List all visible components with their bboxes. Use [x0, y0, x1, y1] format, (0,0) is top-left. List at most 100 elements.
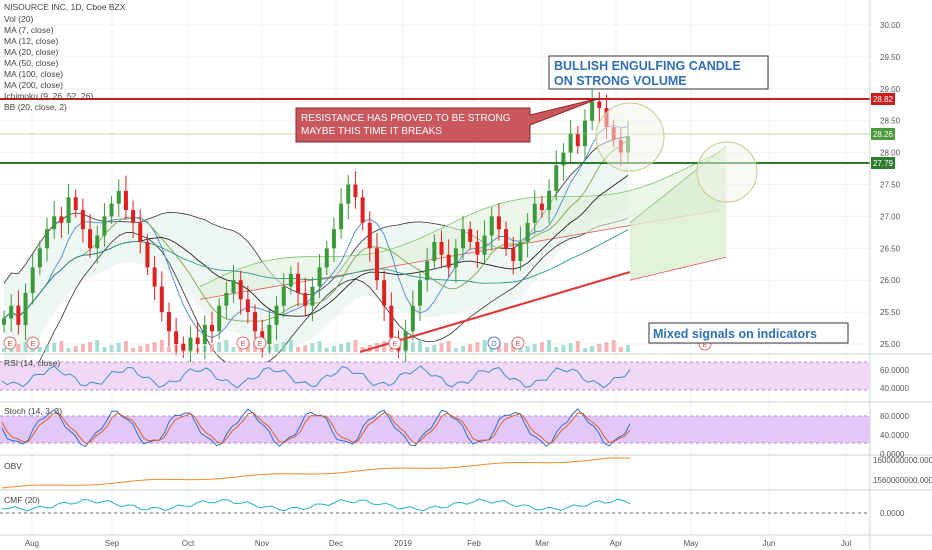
candle-body — [432, 241, 437, 262]
price-tick-label: 28.50 — [880, 117, 901, 126]
volume-bar — [281, 342, 286, 352]
candle-body — [511, 248, 516, 262]
legend-item: BB (20, close, 2) — [4, 102, 67, 112]
volume-bar — [152, 342, 157, 352]
candle-body — [181, 344, 186, 351]
rsi-pane: RSI (14, close) 60.0000 40.0000 — [0, 358, 909, 393]
candle-body — [88, 229, 93, 249]
resistance-callout-line: RESISTANCE HAS PROVED TO BE STRONG — [301, 113, 511, 124]
candle-body — [389, 305, 394, 338]
price-axis: 30.00 29.50 29.00 28.50 28.00 27.50 27.00 26.50… — [880, 21, 901, 349]
time-tick-label: Jun — [763, 539, 776, 548]
event-marker — [511, 336, 525, 350]
candle-body — [482, 235, 487, 255]
volume-bar — [604, 342, 609, 352]
candle-body — [374, 248, 379, 281]
candle-body — [37, 248, 42, 268]
candle-body — [245, 299, 250, 313]
moving-averages — [3, 124, 629, 339]
time-tick-label: Feb — [467, 539, 481, 548]
volume-bar — [518, 348, 523, 352]
candle-body — [267, 324, 272, 344]
price-tick-label: 25.50 — [880, 308, 901, 317]
candle-body — [59, 216, 64, 223]
obv-tick: 1560000000.0000 — [873, 476, 932, 485]
volume-bar — [489, 347, 494, 352]
candle-body — [238, 280, 243, 300]
volume-bar — [353, 340, 358, 352]
volume-bar — [539, 342, 544, 352]
resistance-callout-line: MAYBE THIS TIME IT BREAKS — [301, 126, 442, 137]
time-tick-label: Sep — [105, 539, 120, 548]
candle-body — [23, 292, 28, 325]
event-marker-label: D — [491, 339, 497, 348]
cmf-title: CMF (20) — [4, 495, 40, 505]
volume-bar — [166, 347, 171, 352]
price-tick-label: 26.00 — [880, 276, 901, 285]
obv-pane: OBV 1600000000.0000 1560000000.0000 — [1, 456, 932, 489]
candle-body — [525, 222, 530, 242]
ma-7-line — [3, 124, 629, 339]
volume-bar — [532, 344, 537, 352]
stoch-d-line — [1, 411, 631, 445]
stoch-tick: 80.0000 — [880, 412, 909, 421]
resistance-badge: 28.82 — [871, 93, 895, 105]
candle-body — [382, 280, 387, 306]
candle-body — [296, 273, 301, 293]
volume-bar — [145, 344, 150, 352]
candle-body — [188, 337, 193, 351]
candle-body — [274, 305, 279, 325]
candle-body — [367, 222, 372, 249]
legend-item: Vol (20) — [4, 14, 33, 24]
bollinger-fill — [4, 136, 628, 370]
stoch-tick: 40.0000 — [880, 431, 909, 440]
event-marker-label: E — [257, 339, 262, 348]
candle-body — [102, 216, 107, 236]
volume-bar — [159, 340, 164, 352]
event-marker-label: E — [515, 339, 520, 348]
event-marker — [236, 336, 250, 350]
obv-title: OBV — [4, 461, 22, 471]
volume-bar — [296, 347, 301, 352]
price-tick-label: 29.00 — [880, 85, 901, 94]
candle-body — [2, 318, 6, 325]
candle-body — [152, 267, 157, 287]
volume-bar — [590, 346, 595, 352]
candle-body — [288, 273, 293, 287]
candle-body — [331, 229, 336, 249]
volume-bar — [561, 345, 566, 352]
volume-bar — [324, 348, 329, 352]
candle-body — [231, 280, 236, 293]
candle-body — [202, 324, 207, 344]
highlight-circle — [595, 102, 665, 172]
candle-body — [547, 190, 552, 211]
legend-item: MA (20, close) — [4, 47, 58, 57]
candle-body — [95, 235, 100, 249]
volume-bar — [360, 347, 365, 352]
volume-bar — [432, 345, 437, 352]
candle-body — [174, 331, 179, 344]
candle-body — [446, 254, 451, 268]
candle-body — [123, 190, 128, 211]
volume-bar — [123, 341, 128, 352]
event-marker-label: E — [30, 339, 35, 348]
volume-bar — [446, 341, 451, 352]
candle-body — [310, 286, 315, 306]
event-marker — [253, 336, 267, 350]
mixed-signals-callout: Mixed signals on indicators — [648, 322, 849, 344]
volume-bar — [410, 342, 415, 352]
candle-body — [590, 101, 595, 121]
volume-bar — [547, 340, 552, 352]
last-price-badge-text: 28.26 — [873, 130, 894, 139]
candle-body — [582, 120, 587, 147]
price-tick-label: 29.50 — [880, 53, 901, 62]
projection-circle — [696, 141, 758, 203]
candle-body — [210, 324, 214, 332]
volume-bar — [425, 347, 430, 352]
price-tick-label: 25.00 — [880, 340, 901, 349]
candle-body — [66, 197, 71, 223]
candle-body — [489, 216, 494, 236]
event-marker — [3, 336, 17, 350]
